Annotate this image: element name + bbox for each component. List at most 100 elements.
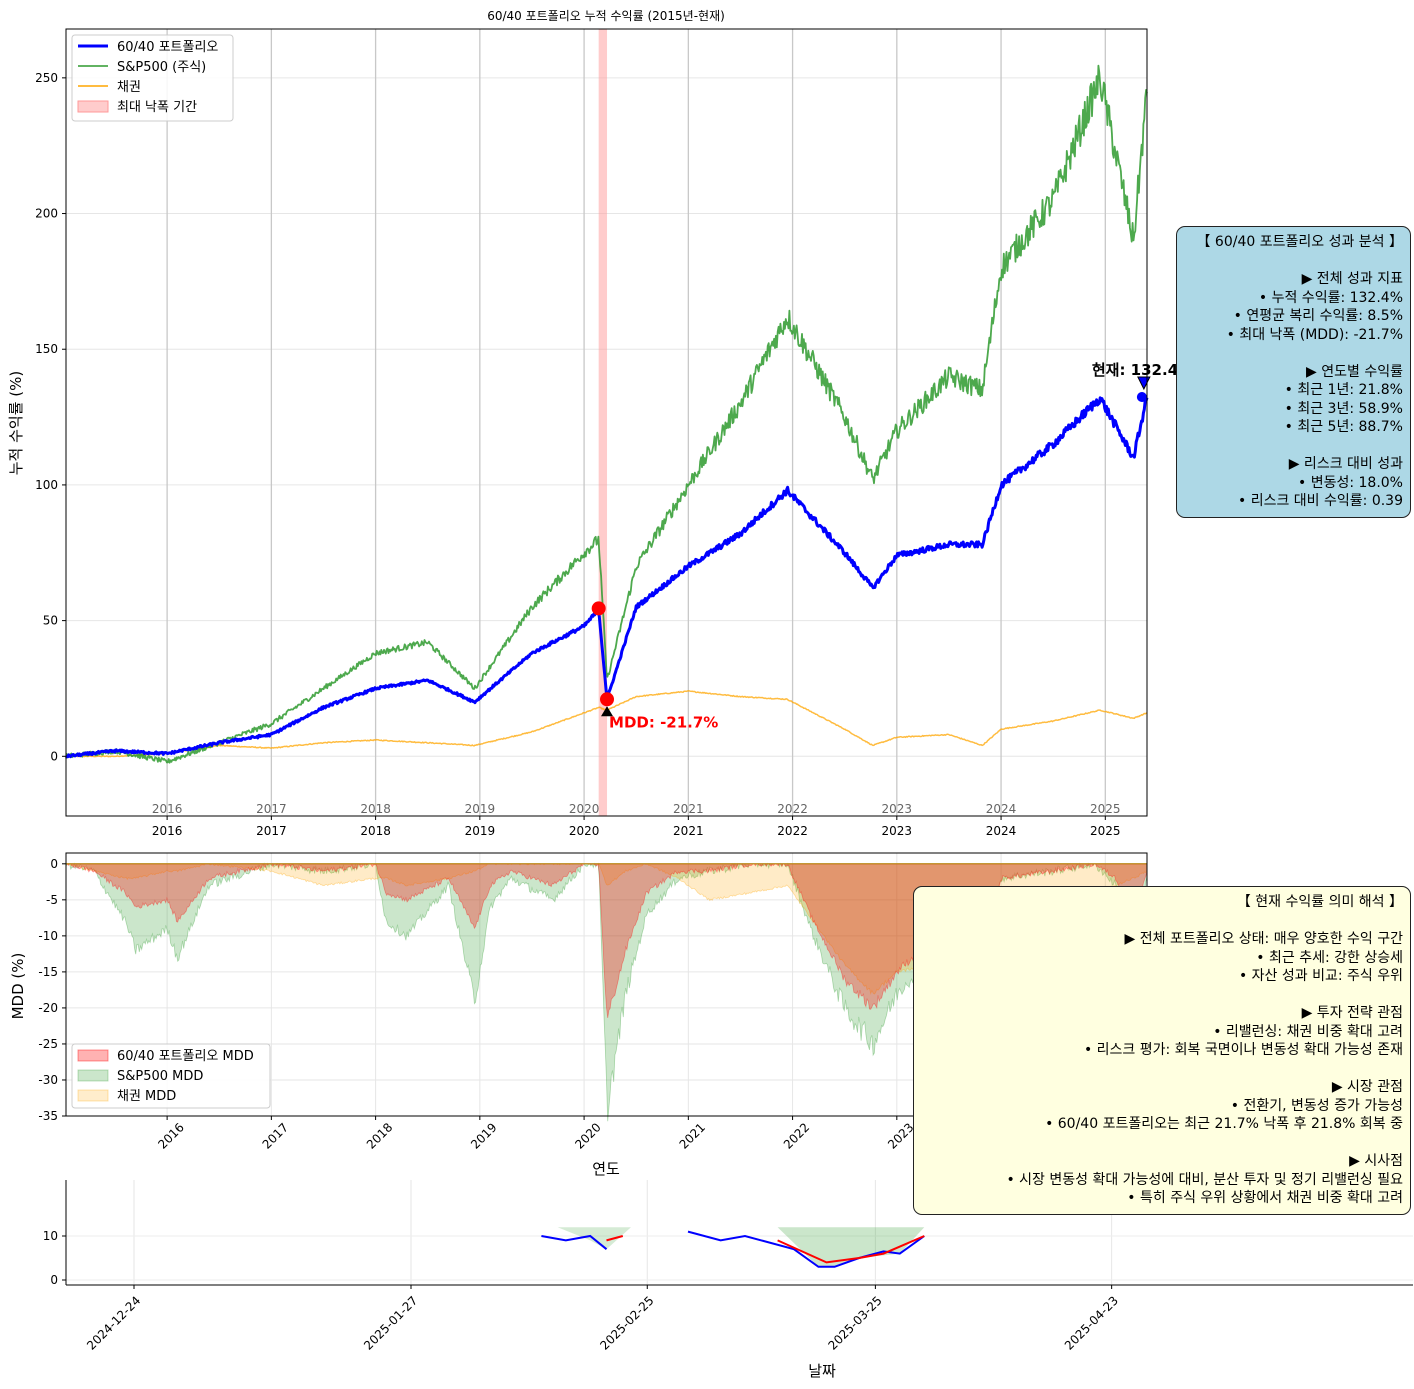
top-x-tick-label: 2019: [465, 824, 496, 838]
bottom-x-tick-label: 2025-01-27: [361, 1293, 420, 1352]
legend-label-bond-mdd: 채권 MDD: [117, 1089, 176, 1104]
top-chart-title: 60/40 포트폴리오 누적 수익률 (2015년-현재): [487, 9, 725, 23]
bottom-x-tick-label: 2024-12-24: [84, 1293, 143, 1352]
top-year-label-inner: 2024: [986, 802, 1017, 816]
summary-box-line: [1187, 437, 1403, 456]
mdd-period-span: [598, 29, 608, 816]
summary-box-line: • 누적 수익률: 132.4%: [1258, 289, 1403, 306]
top-y-tick-label: 150: [35, 342, 58, 356]
interpretation-box-line: ▶ 시사점: [1349, 1153, 1403, 1169]
top-y-axis-label: 누적 수익률 (%): [7, 371, 25, 476]
top-year-label-inner: 2016: [152, 802, 183, 816]
top-y-tick-label: 250: [35, 71, 58, 85]
top-x-tick-label: 2020: [569, 824, 600, 838]
interpretation-box: 【 현재 수익률 의미 해석 】 ▶ 전체 포트폴리오 상태: 매우 양호한 수익…: [913, 886, 1411, 1215]
interpretation-box-line: ▶ 시장 관점: [1331, 1079, 1403, 1095]
legend-label-sp500: S&P500 (주식): [117, 60, 206, 75]
top-x-tick-label: 2025: [1090, 824, 1121, 838]
interpretation-box-line: • 60/40 포트폴리오는 최근 21.7% 낙폭 후 21.8% 회복 중: [1045, 1116, 1403, 1132]
top-x-tick-label: 2023: [882, 824, 913, 838]
top-year-label-inner: 2025: [1090, 802, 1121, 816]
legend-label-portfolio-mdd: 60/40 포트폴리오 MDD: [117, 1049, 254, 1064]
interpretation-box-line: • 최근 추세: 강한 상승세: [1256, 949, 1403, 966]
top-x-tick-label: 2022: [777, 824, 808, 838]
legend-label-sp500-mdd: S&P500 MDD: [117, 1069, 203, 1084]
interpretation-box-line: • 리스크 평가: 회복 국면이나 변동성 확대 가능성 존재: [1083, 1042, 1403, 1058]
interpretation-box-line: • 시장 변동성 확대 가능성에 대비, 분산 투자 및 정기 리밸런싱 필요: [1006, 1171, 1403, 1188]
middle-y-tick-label: -5: [46, 893, 58, 907]
top-y-tick-label: 100: [35, 478, 58, 492]
top-legend-frame: [71, 34, 234, 122]
top-x-tick-label: 2016: [152, 824, 183, 838]
bottom-y-tick-label: 10: [43, 1229, 58, 1243]
top-x-tick-label: 2024: [986, 824, 1017, 838]
legend-swatch-bond-mdd: [77, 1089, 109, 1102]
top-x-tick-label: 2017: [256, 824, 287, 838]
legend-label-bond: 채권: [117, 80, 141, 95]
mdd-annotation: MDD: -21.7%: [609, 713, 718, 731]
top-year-label-inner: 2022: [777, 802, 808, 816]
interpretation-box-line: • 전환기, 변동성 증가 가능성: [1230, 1097, 1403, 1114]
middle-y-tick-label: -20: [38, 1001, 58, 1015]
interpretation-box-line: • 리밸런싱: 채권 비중 확대 고려: [1213, 1023, 1403, 1040]
top-year-label-inner: 2020: [569, 802, 600, 816]
bottom-y-tick-label: 0: [50, 1273, 58, 1287]
interpretation-box-line: [924, 912, 1403, 931]
bottom-red-line: [606, 1235, 624, 1242]
summary-box: 【 60/40 포트폴리오 성과 분석 】 ▶ 전체 성과 지표 • 누적 수익률:…: [1176, 226, 1411, 518]
legend-swatch-mdd-period: [77, 100, 109, 113]
middle-legend: 60/40 포트폴리오 MDD S&P500 MDD 채권 MDD: [71, 1043, 271, 1109]
top-plot-frame: [65, 28, 1148, 817]
middle-y-tick-label: -35: [38, 1109, 58, 1123]
bottom-blue-line: [687, 1230, 925, 1268]
summary-box-line: ▶ 전체 성과 지표: [1301, 271, 1403, 287]
summary-box-line: 【 60/40 포트폴리오 성과 분석 】: [1196, 234, 1403, 250]
legend-swatch-portfolio-mdd: [77, 1049, 109, 1062]
summary-box-line: • 최근 1년: 21.8%: [1284, 382, 1403, 398]
top-year-label-inner: 2023: [882, 802, 913, 816]
middle-y-tick-label: -30: [38, 1073, 58, 1087]
summary-box-line: • 최근 5년: 88.7%: [1284, 419, 1403, 435]
top-year-label-inner: 2019: [465, 802, 496, 816]
interpretation-box-line: • 자산 성과 비교: 주식 우위: [1238, 968, 1403, 984]
bottom-x-tick-label: 2025-04-23: [1062, 1293, 1121, 1352]
mdd-arrow-head: [601, 706, 614, 717]
top-x-tick-label: 2021: [673, 824, 704, 838]
top-year-label-inner: 2017: [256, 802, 287, 816]
summary-box-line: ▶ 연도별 수익률: [1306, 363, 1403, 380]
top-panel: 0 50 100 150 200 250 2016 2016 2017 2017 2018 2018…: [7, 9, 1193, 838]
legend-swatch-sp500-mdd: [77, 1069, 109, 1082]
top-legend: 60/40 포트폴리오 S&P500 (주식) 채권 최대 낙폭 기간: [71, 34, 234, 122]
summary-box-line: ▶ 리스크 대비 성과: [1288, 456, 1403, 472]
bottom-blue-line: [541, 1234, 608, 1250]
summary-box-line: [1187, 344, 1403, 363]
middle-x-axis-label: 연도: [592, 1160, 620, 1178]
middle-y-tick-label: -10: [38, 929, 58, 943]
top-y-tick-label: 50: [43, 614, 58, 628]
top-y-tick-label: 0: [50, 749, 58, 763]
interpretation-box-line: [924, 1134, 1403, 1153]
interpretation-box-line: [924, 1060, 1403, 1079]
bottom-red-line: [777, 1235, 925, 1264]
interpretation-box-line: [924, 986, 1403, 1005]
top-year-label-inner: 2021: [673, 802, 704, 816]
summary-box-line: [1187, 252, 1403, 271]
middle-legend-frame: [71, 1043, 271, 1109]
middle-y-tick-label: 0: [50, 857, 58, 871]
middle-y-tick-label: -15: [38, 965, 58, 979]
summary-box-line: • 연평균 복리 수익률: 8.5%: [1233, 308, 1403, 324]
current-point: [1136, 391, 1147, 402]
bottom-x-tick-label: 2025-02-25: [597, 1293, 656, 1352]
summary-box-line: • 변동성: 18.0%: [1298, 474, 1403, 491]
bottom-x-tick-label: 2025-03-25: [826, 1293, 885, 1352]
sp500-line: [65, 64, 1148, 764]
legend-label-portfolio: 60/40 포트폴리오: [117, 40, 218, 55]
top-x-tick-label: 2018: [360, 824, 391, 838]
interpretation-box-line: 【 현재 수익률 의미 해석 】: [1236, 894, 1403, 910]
interpretation-box-line: ▶ 투자 전략 관점: [1301, 1005, 1403, 1021]
current-annotation: 현재: 132.4%: [1092, 361, 1193, 379]
legend-label-mdd-period: 최대 낙폭 기간: [117, 100, 197, 115]
summary-box-line: • 최대 낙폭 (MDD): -21.7%: [1226, 326, 1403, 343]
middle-y-tick-label: -25: [38, 1037, 58, 1051]
summary-box-line: • 리스크 대비 수익률: 0.39: [1238, 493, 1403, 509]
